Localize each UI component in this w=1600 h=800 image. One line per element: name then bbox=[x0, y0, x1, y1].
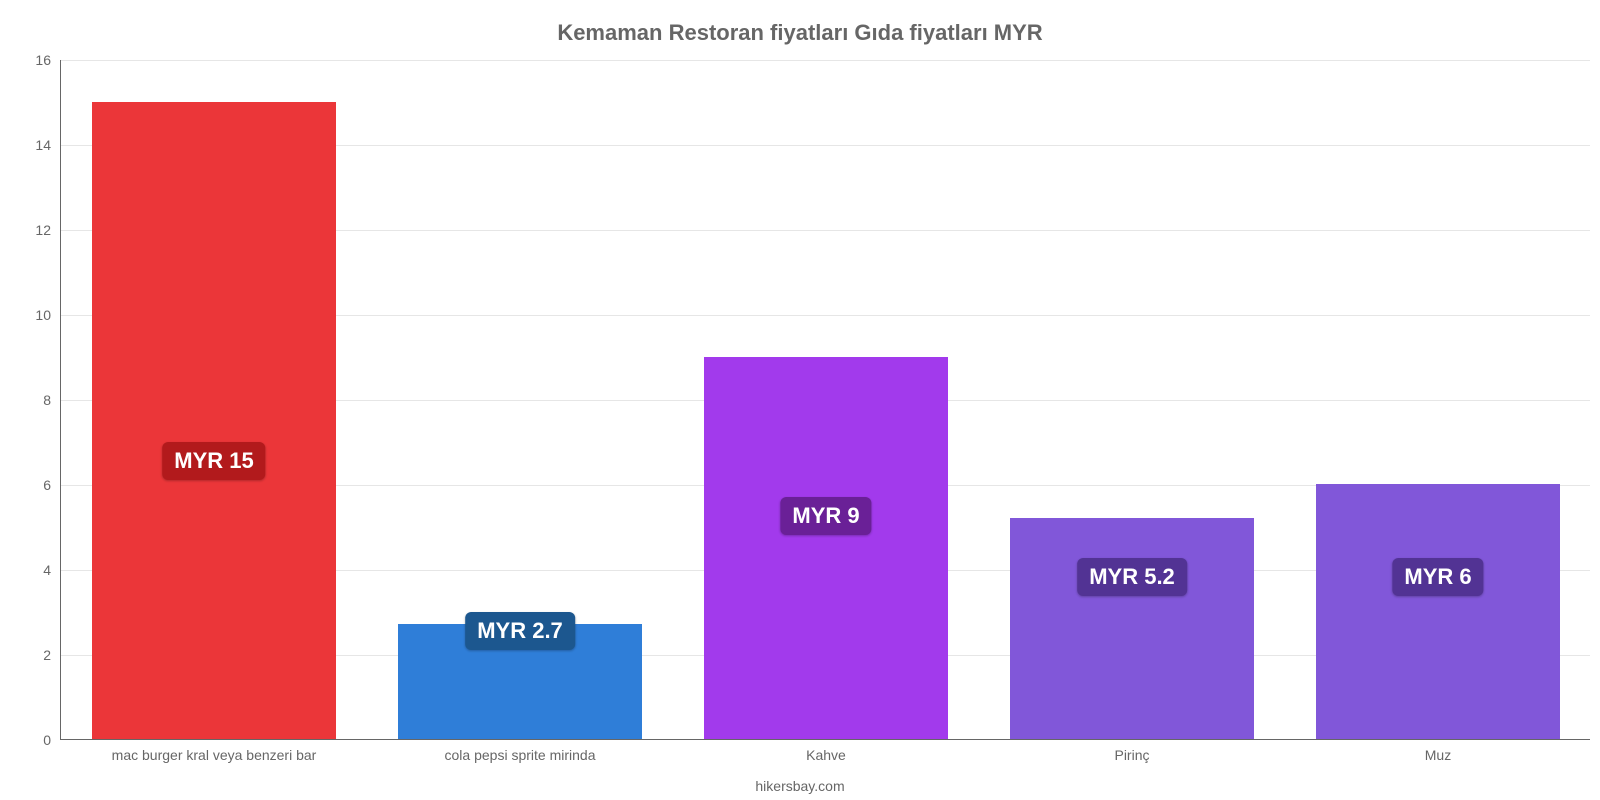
gridline bbox=[61, 60, 1590, 61]
source-text: hikersbay.com bbox=[0, 778, 1600, 794]
xtick-label: Kahve bbox=[679, 747, 973, 763]
plot-area: 0246810121416mac burger kral veya benzer… bbox=[60, 60, 1590, 740]
ytick-label: 8 bbox=[21, 392, 51, 408]
ytick-label: 6 bbox=[21, 477, 51, 493]
bar bbox=[704, 357, 949, 740]
value-label: MYR 9 bbox=[780, 497, 871, 535]
value-label: MYR 6 bbox=[1392, 558, 1483, 596]
xtick-label: Muz bbox=[1291, 747, 1585, 763]
bar bbox=[1316, 484, 1561, 739]
bar bbox=[1010, 518, 1255, 739]
ytick-label: 12 bbox=[21, 222, 51, 238]
xtick-label: cola pepsi sprite mirinda bbox=[373, 747, 667, 763]
xtick-label: Pirinç bbox=[985, 747, 1279, 763]
chart-title: Kemaman Restoran fiyatları Gıda fiyatlar… bbox=[0, 20, 1600, 46]
ytick-label: 16 bbox=[21, 52, 51, 68]
value-label: MYR 5.2 bbox=[1077, 558, 1187, 596]
xtick-label: mac burger kral veya benzeri bar bbox=[67, 747, 361, 763]
value-label: MYR 15 bbox=[162, 442, 265, 480]
ytick-label: 2 bbox=[21, 647, 51, 663]
ytick-label: 10 bbox=[21, 307, 51, 323]
ytick-label: 4 bbox=[21, 562, 51, 578]
value-label: MYR 2.7 bbox=[465, 612, 575, 650]
bar bbox=[92, 102, 337, 740]
ytick-label: 0 bbox=[21, 732, 51, 748]
ytick-label: 14 bbox=[21, 137, 51, 153]
